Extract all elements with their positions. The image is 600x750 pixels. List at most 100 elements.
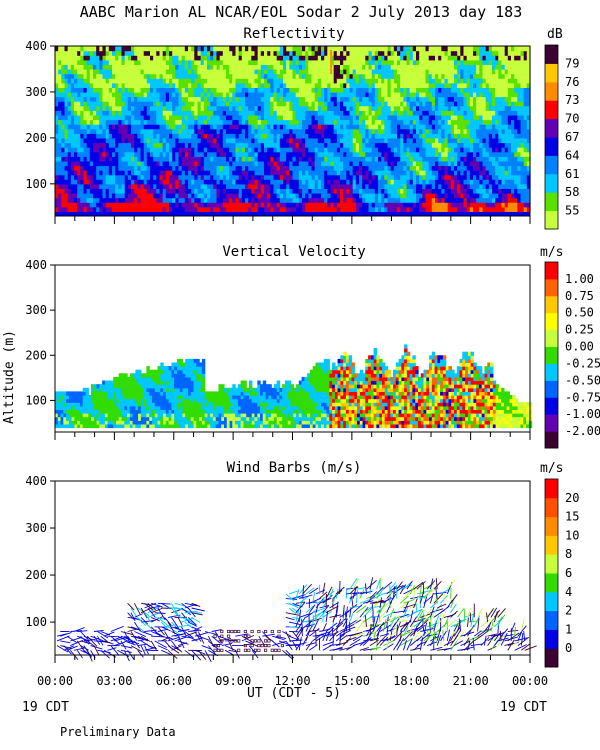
reflectivity-cell bbox=[397, 179, 401, 185]
reflectivity-cell bbox=[355, 55, 360, 61]
reflectivity-cell bbox=[355, 160, 360, 167]
reflectivity-cell bbox=[146, 170, 151, 176]
reflectivity-cell bbox=[172, 73, 176, 79]
reflectivity-cell bbox=[238, 142, 243, 148]
reflectivity-cell bbox=[222, 119, 227, 125]
reflectivity-cell bbox=[390, 87, 395, 93]
reflectivity-cell bbox=[460, 82, 465, 88]
reflectivity-cell bbox=[302, 193, 306, 199]
reflectivity-cell bbox=[473, 147, 477, 153]
reflectivity-cell bbox=[99, 101, 104, 107]
reflectivity-cell bbox=[279, 101, 284, 107]
reflectivity-cell bbox=[124, 55, 129, 61]
reflectivity-cell bbox=[86, 165, 91, 171]
reflectivity-cell bbox=[488, 174, 493, 180]
reflectivity-cell bbox=[283, 193, 287, 199]
reflectivity-cell bbox=[378, 78, 382, 84]
reflectivity-cell bbox=[89, 147, 94, 153]
reflectivity-cell bbox=[99, 110, 104, 116]
reflectivity-cell bbox=[355, 165, 360, 171]
reflectivity-cell bbox=[159, 160, 164, 167]
reflectivity-cell bbox=[64, 124, 69, 130]
reflectivity-cell bbox=[378, 55, 382, 61]
reflectivity-cell bbox=[317, 119, 322, 125]
reflectivity-cell bbox=[184, 188, 189, 194]
reflectivity-cell bbox=[286, 160, 290, 167]
reflectivity-cell bbox=[251, 183, 256, 189]
reflectivity-cell bbox=[74, 156, 78, 162]
reflectivity-cell bbox=[165, 128, 170, 134]
reflectivity-cell bbox=[352, 91, 357, 98]
reflectivity-cell bbox=[67, 46, 72, 52]
reflectivity-cell bbox=[482, 165, 487, 171]
reflectivity-cell bbox=[403, 137, 408, 144]
reflectivity-cell bbox=[355, 101, 360, 107]
reflectivity-cell bbox=[146, 174, 151, 180]
reflectivity-cell bbox=[292, 64, 297, 70]
reflectivity-cell bbox=[178, 183, 183, 189]
reflectivity-cell bbox=[279, 55, 284, 61]
reflectivity-cell bbox=[368, 137, 373, 144]
reflectivity-cell bbox=[444, 179, 449, 185]
reflectivity-cell bbox=[305, 128, 309, 134]
reflectivity-cell bbox=[406, 202, 411, 208]
reflectivity-cell bbox=[488, 91, 493, 98]
reflectivity-cell bbox=[210, 165, 214, 171]
reflectivity-cell bbox=[390, 96, 395, 102]
reflectivity-cell bbox=[143, 96, 148, 102]
reflectivity-cell bbox=[121, 151, 126, 157]
reflectivity-cell bbox=[121, 165, 126, 171]
reflectivity-cell bbox=[346, 69, 351, 75]
reflectivity-cell bbox=[108, 142, 113, 148]
reflectivity-cell bbox=[482, 101, 487, 107]
reflectivity-cell bbox=[447, 179, 452, 185]
reflectivity-cell bbox=[74, 105, 78, 111]
reflectivity-cell bbox=[492, 170, 496, 176]
reflectivity-cell bbox=[162, 73, 167, 79]
reflectivity-cell bbox=[178, 197, 183, 203]
reflectivity-cell bbox=[378, 101, 382, 107]
reflectivity-cell bbox=[346, 50, 351, 56]
reflectivity-cell bbox=[216, 128, 221, 134]
reflectivity-cell bbox=[267, 174, 271, 180]
reflectivity-cell bbox=[172, 137, 176, 144]
reflectivity-cell bbox=[321, 165, 325, 171]
reflectivity-cell bbox=[298, 202, 303, 208]
reflectivity-cell bbox=[260, 50, 265, 56]
reflectivity-cell bbox=[99, 128, 104, 134]
reflectivity-cell bbox=[488, 50, 493, 56]
reflectivity-cell bbox=[473, 50, 477, 56]
reflectivity-cell bbox=[140, 165, 145, 171]
reflectivity-cell bbox=[267, 59, 271, 65]
reflectivity-cell bbox=[409, 128, 414, 134]
reflectivity-cell bbox=[324, 101, 328, 107]
reflectivity-cell bbox=[409, 160, 414, 167]
reflectivity-cell bbox=[438, 142, 442, 148]
reflectivity-cell bbox=[200, 55, 205, 61]
reflectivity-cell bbox=[55, 193, 59, 199]
reflectivity-cell bbox=[169, 55, 173, 61]
reflectivity-cell bbox=[172, 46, 176, 52]
reflectivity-cell bbox=[121, 188, 126, 194]
reflectivity-cell bbox=[267, 73, 271, 79]
reflectivity-cell bbox=[362, 174, 366, 180]
reflectivity-cell bbox=[67, 69, 72, 75]
reflectivity-cell bbox=[460, 133, 465, 139]
reflectivity-cell bbox=[302, 133, 306, 139]
reflectivity-cell bbox=[200, 133, 205, 139]
reflectivity-cell bbox=[232, 50, 237, 56]
reflectivity-cell bbox=[397, 133, 401, 139]
reflectivity-cell bbox=[248, 64, 252, 70]
reflectivity-cell bbox=[86, 147, 91, 153]
reflectivity-cell bbox=[115, 114, 119, 121]
reflectivity-cell bbox=[336, 69, 341, 75]
reflectivity-cell bbox=[267, 197, 271, 203]
reflectivity-cell bbox=[381, 69, 385, 75]
reflectivity-cell bbox=[308, 82, 313, 88]
reflectivity-cell bbox=[162, 78, 167, 84]
reflectivity-cell bbox=[210, 114, 214, 121]
reflectivity-cell bbox=[64, 137, 69, 144]
reflectivity-cell bbox=[102, 46, 107, 52]
reflectivity-cell bbox=[431, 105, 436, 111]
reflectivity-cell bbox=[336, 160, 341, 167]
